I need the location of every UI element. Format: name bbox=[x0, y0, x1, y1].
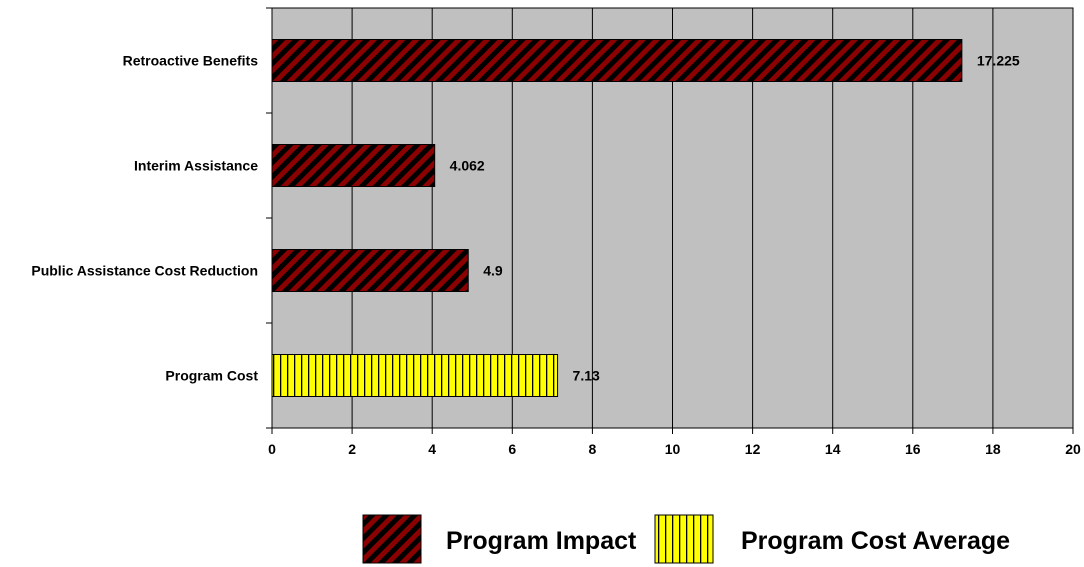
x-tick-label: 12 bbox=[745, 441, 761, 457]
category-labels: Retroactive Benefits Interim Assistance Pu… bbox=[31, 53, 258, 384]
data-label: 7.13 bbox=[573, 368, 600, 384]
x-tick-label: 4 bbox=[428, 441, 436, 457]
x-tick-label: 20 bbox=[1065, 441, 1081, 457]
legend-swatch bbox=[362, 514, 422, 564]
x-tick-label: 16 bbox=[905, 441, 921, 457]
legend-label: Program Cost Average bbox=[741, 527, 1010, 555]
data-label: 4.9 bbox=[483, 263, 503, 279]
data-label: 4.062 bbox=[450, 158, 485, 174]
x-tick-label: 0 bbox=[268, 441, 276, 457]
category-label: Interim Assistance bbox=[134, 158, 258, 174]
bar bbox=[271, 39, 963, 82]
legend-label: Program Impact bbox=[446, 527, 637, 555]
x-tick-label: 14 bbox=[825, 441, 841, 457]
bar bbox=[271, 144, 436, 187]
bars bbox=[271, 39, 963, 397]
x-tick-label: 18 bbox=[985, 441, 1001, 457]
legend: Program Impact Program Cost Average bbox=[362, 514, 1010, 564]
data-label: 17.225 bbox=[977, 53, 1020, 69]
x-tick-label: 2 bbox=[348, 441, 356, 457]
bar bbox=[271, 354, 559, 397]
data-labels: 17.225 4.062 4.9 7.13 bbox=[450, 53, 1020, 384]
legend-swatch bbox=[654, 514, 714, 564]
x-tick-label: 6 bbox=[508, 441, 516, 457]
bar bbox=[271, 249, 469, 292]
x-tick-label: 8 bbox=[589, 441, 597, 457]
category-label: Retroactive Benefits bbox=[123, 53, 259, 69]
x-axis-ticks: 0 2 4 6 8 10 12 14 16 18 20 bbox=[268, 428, 1081, 457]
category-label: Program Cost bbox=[165, 368, 258, 384]
x-tick-label: 10 bbox=[665, 441, 681, 457]
category-label: Public Assistance Cost Reduction bbox=[31, 263, 258, 279]
